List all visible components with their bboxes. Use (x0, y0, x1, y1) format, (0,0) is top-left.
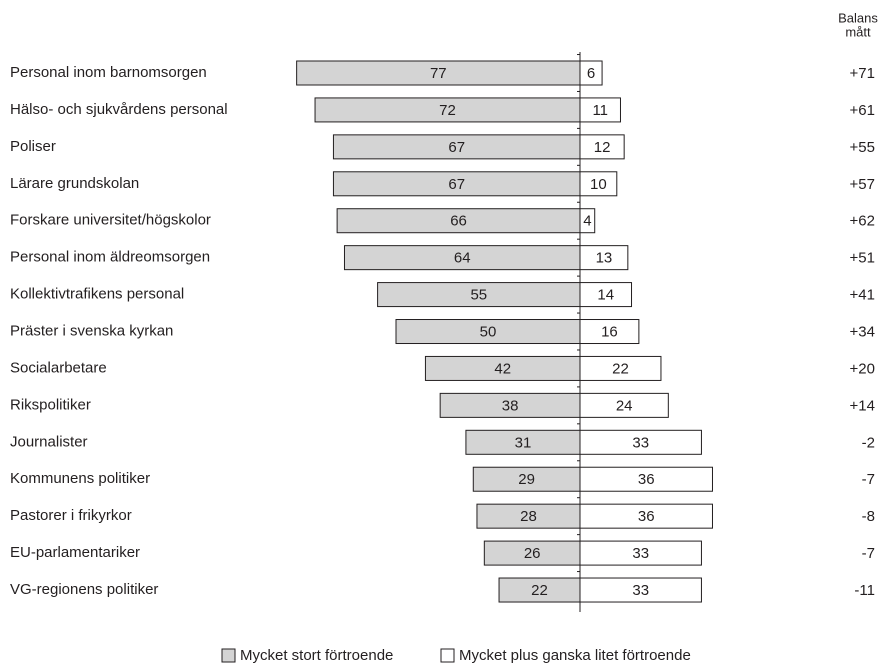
bar (377, 282, 581, 308)
bar (343, 245, 581, 271)
balance-label: +62 (850, 213, 875, 230)
category-label: Poliser (10, 138, 56, 155)
balance-header: mått (845, 24, 871, 39)
bar (483, 540, 581, 566)
value-label: 31 (515, 434, 532, 451)
value-label: 29 (518, 471, 535, 488)
balance-label: -7 (862, 471, 875, 488)
value-label: 38 (502, 397, 519, 414)
category-label: Präster i svenska kyrkan (10, 322, 173, 339)
value-label: 42 (494, 360, 511, 377)
bar (465, 429, 581, 455)
bar (472, 466, 581, 492)
legend-label: Mycket plus ganska litet förtroende (459, 647, 691, 663)
category-label: Journalister (10, 433, 88, 450)
value-label: 22 (612, 360, 629, 377)
value-label: 77 (430, 65, 447, 82)
bar (395, 319, 581, 345)
category-label: Forskare universitet/högskolor (10, 212, 211, 229)
bar (296, 60, 581, 86)
bar (439, 392, 581, 418)
bar (579, 577, 702, 603)
bar (579, 429, 702, 455)
bar (579, 60, 603, 86)
value-label: 14 (597, 287, 614, 304)
value-label: 26 (524, 545, 541, 562)
value-label: 36 (638, 508, 655, 525)
value-label: 12 (594, 139, 611, 156)
value-label: 67 (448, 176, 465, 193)
bar (579, 97, 621, 123)
value-label: 10 (590, 176, 607, 193)
bar (579, 392, 669, 418)
balance-label: -7 (862, 545, 875, 562)
bar (579, 466, 713, 492)
bar (579, 540, 702, 566)
category-label: VG-regionens politiker (10, 581, 158, 598)
balance-label: +51 (850, 250, 875, 267)
bar (579, 134, 625, 160)
bar (579, 355, 662, 381)
bar (579, 282, 633, 308)
value-label: 22 (531, 582, 548, 599)
value-label: 13 (596, 250, 613, 267)
value-label: 66 (450, 213, 467, 230)
bar (424, 355, 581, 381)
balance-label: +55 (850, 139, 875, 156)
category-label: Socialarbetare (10, 359, 107, 376)
value-label: 24 (616, 397, 633, 414)
value-label: 50 (480, 323, 497, 340)
balance-label: +14 (850, 397, 875, 414)
value-label: 36 (638, 471, 655, 488)
category-label: Rikspolitiker (10, 396, 91, 413)
value-label: 6 (587, 65, 595, 82)
value-label: 55 (470, 287, 487, 304)
balance-header: Balans (838, 10, 878, 25)
category-label: Personal inom äldreomsorgen (10, 249, 210, 266)
bar (579, 171, 618, 197)
balance-label: -11 (854, 582, 875, 599)
balance-label: +57 (850, 176, 875, 193)
value-label: 67 (448, 139, 465, 156)
value-label: 64 (454, 250, 471, 267)
value-label: 33 (632, 582, 649, 599)
bar (332, 134, 581, 160)
category-label: Hälso- och sjukvårdens personal (10, 101, 228, 118)
category-label: Kollektivtrafikens personal (10, 286, 184, 303)
legend-swatch (221, 648, 236, 663)
bar (579, 503, 713, 529)
bar (476, 503, 581, 529)
category-label: Personal inom barnomsorgen (10, 64, 207, 81)
balance-label: +71 (850, 65, 875, 82)
value-label: 33 (632, 434, 649, 451)
bar (498, 577, 581, 603)
bar (579, 319, 640, 345)
bar (579, 245, 629, 271)
legend-label: Mycket stort förtroende (240, 647, 393, 663)
bar (579, 208, 596, 234)
category-label: Kommunens politiker (10, 470, 150, 487)
category-label: Pastorer i frikyrkor (10, 507, 132, 524)
balance-label: -2 (862, 434, 875, 451)
value-label: 4 (583, 213, 591, 230)
balance-label: +41 (850, 287, 875, 304)
value-label: 72 (439, 102, 456, 119)
balance-label: +20 (850, 360, 875, 377)
bar (336, 208, 581, 234)
bar (332, 171, 581, 197)
value-label: 16 (601, 323, 618, 340)
category-label: Lärare grundskolan (10, 175, 139, 192)
value-label: 28 (520, 508, 537, 525)
balance-label: +61 (850, 102, 875, 119)
value-label: 33 (632, 545, 649, 562)
category-label: EU-parlamentariker (10, 544, 140, 561)
legend-swatch (440, 648, 455, 663)
value-label: 11 (592, 102, 608, 119)
balance-label: -8 (862, 508, 875, 525)
balance-label: +34 (850, 323, 875, 340)
